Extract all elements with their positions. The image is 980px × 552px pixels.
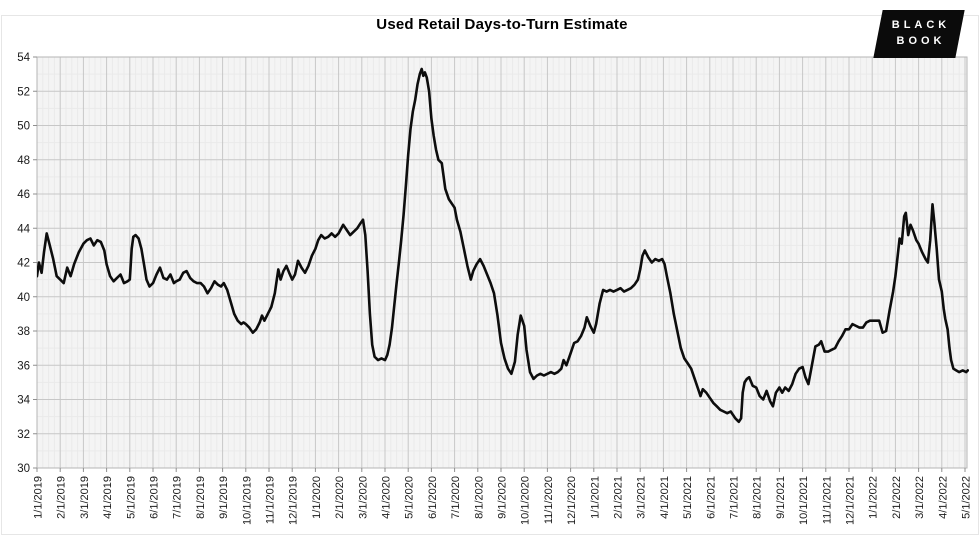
y-tick-label: 36 [17,360,30,372]
x-tick-label: 1/1/2020 [311,476,323,519]
x-tick-label: 1/1/2019 [33,476,45,519]
y-tick-label: 44 [17,223,30,235]
x-tick-label: 3/1/2019 [79,476,91,519]
x-tick-label: 4/1/2019 [102,476,114,519]
x-tick-label: 6/1/2020 [427,476,439,519]
x-tick-label: 6/1/2021 [705,476,717,519]
x-tick-label: 3/1/2022 [914,476,926,519]
x-tick-label: 5/1/2022 [961,476,973,519]
x-tick-label: 3/1/2020 [357,476,369,519]
x-tick-label: 6/1/2019 [149,476,161,519]
x-tick-label: 7/1/2020 [450,476,462,519]
blackbook-logo-line2: BOOK [896,35,946,47]
chart-title: Used Retail Days-to-Turn Estimate [376,16,628,33]
data-series-line [37,67,969,424]
y-tick-label: 48 [17,155,30,167]
x-tick-label: 3/1/2021 [636,476,648,519]
y-tick-label: 52 [17,86,30,98]
blackbook-logo: BLACK BOOK [873,10,965,58]
x-tick-label: 7/1/2021 [729,476,741,519]
x-tick-label: 2/1/2021 [613,476,625,519]
x-tick-label: 12/1/2020 [566,476,578,525]
x-tick-label: 4/1/2020 [381,476,393,519]
y-tick-label: 54 [17,52,30,64]
x-tick-label: 4/1/2022 [937,476,949,519]
x-tick-label: 8/1/2021 [752,476,764,519]
x-tick-label: 9/1/2021 [775,476,787,519]
x-tick-label: 10/1/2020 [520,476,532,525]
y-tick-label: 32 [17,429,30,441]
y-tick-label: 30 [17,463,30,475]
x-tick-label: 5/1/2019 [125,476,137,519]
x-tick-label: 2/1/2022 [891,476,903,519]
x-tick-label: 11/1/2019 [265,476,277,524]
x-tick-label: 9/1/2020 [497,476,509,519]
y-tick-label: 46 [17,189,30,201]
x-tick-label: 4/1/2021 [659,476,671,519]
x-tick-label: 10/1/2021 [798,476,810,525]
x-tick-label: 12/1/2019 [288,476,300,525]
x-tick-label: 11/1/2021 [821,476,833,524]
x-tick-label: 5/1/2020 [404,476,416,519]
x-tick-label: 8/1/2020 [473,476,485,519]
y-tick-label: 38 [17,326,30,338]
x-tick-label: 2/1/2019 [56,476,68,519]
y-tick-label: 34 [17,395,30,407]
x-tick-label: 11/1/2020 [543,476,555,524]
y-tick-label: 40 [17,292,30,304]
x-tick-label: 10/1/2019 [241,476,253,525]
x-tick-label: 1/1/2022 [868,476,880,519]
x-tick-label: 2/1/2020 [334,476,346,519]
blackbook-logo-text: BLACK BOOK [874,17,964,49]
x-tick-label: 1/1/2021 [589,476,601,519]
x-tick-label: 8/1/2019 [195,476,207,519]
x-tick-label: 5/1/2021 [682,476,694,519]
y-tick-label: 50 [17,121,30,133]
blackbook-logo-line1: BLACK [891,19,951,31]
x-tick-label: 9/1/2019 [218,476,230,519]
x-tick-label: 12/1/2021 [845,476,857,525]
y-tick-label: 42 [17,258,30,270]
x-tick-label: 7/1/2019 [172,476,184,519]
